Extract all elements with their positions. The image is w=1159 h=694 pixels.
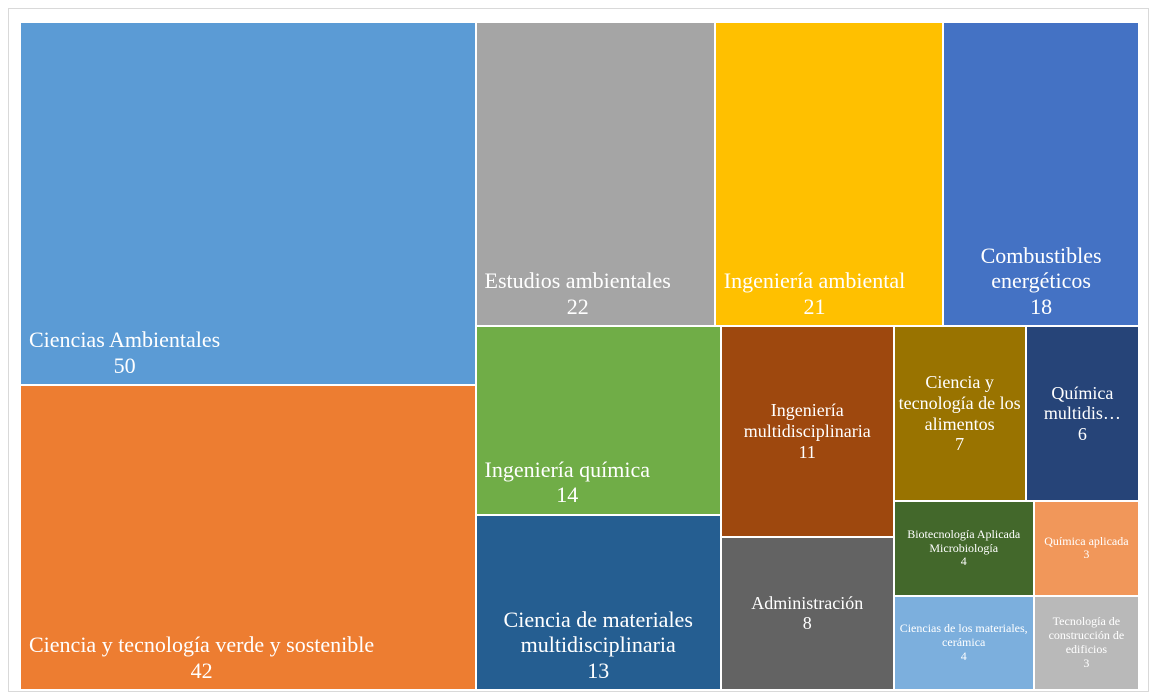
cell-label: Ciencias Ambientales 50 xyxy=(29,327,220,378)
cell-label: Biotecnología Aplicada Microbiología 4 xyxy=(897,526,1031,569)
value-label: 21 xyxy=(803,293,826,319)
cell-label: Ciencias de los materiales, cerámica 4 xyxy=(897,621,1031,663)
category-label: Ciencia de materiales multidisciplinaria xyxy=(503,607,693,658)
treemap-cell: Química aplicada 3 xyxy=(1033,501,1139,596)
value-label: 11 xyxy=(798,441,816,462)
cell-label: Tecnología de construcción de edificios 3 xyxy=(1037,614,1136,670)
treemap-cell: Estudios ambientales 22 xyxy=(475,22,715,327)
treemap-cell: Tecnología de construcción de edificios 3 xyxy=(1033,595,1139,690)
category-label: Combustibles energéticos xyxy=(980,243,1102,294)
treemap-cell: Ciencias de los materiales, cerámica 4 xyxy=(893,595,1034,690)
value-label: 6 xyxy=(1077,424,1087,445)
treemap-cell: Administración 8 xyxy=(720,536,894,690)
treemap-cell: Combustibles energéticos 18 xyxy=(943,22,1139,327)
cell-label: Ingeniería química 14 xyxy=(485,457,651,508)
category-label: Administración xyxy=(751,592,864,613)
treemap-cell: Química multidis… 6 xyxy=(1025,326,1139,502)
category-label: Estudios ambientales xyxy=(484,268,671,294)
value-label: 3 xyxy=(1083,655,1090,670)
treemap-cell: Ingeniería ambiental 21 xyxy=(714,22,944,327)
value-label: 42 xyxy=(190,657,213,683)
treemap-cell: Ciencia de materiales multidisciplinaria… xyxy=(475,514,721,690)
cell-label: Ciencia y tecnología de los alimentos 7 xyxy=(897,372,1023,455)
cell-label: Estudios ambientales 22 xyxy=(485,268,671,319)
value-label: 14 xyxy=(556,482,579,508)
cell-label: Química aplicada 3 xyxy=(1044,533,1129,563)
cell-label: Ciencia de materiales multidisciplinaria… xyxy=(485,607,712,683)
value-label: 3 xyxy=(1083,547,1090,562)
cell-label: Química multidis… 6 xyxy=(1029,383,1136,445)
cell-label: Administración 8 xyxy=(751,593,863,634)
treemap-cell: Ciencia y tecnología verde y sostenible 4… xyxy=(20,385,476,690)
value-label: 22 xyxy=(566,293,589,319)
category-label: Ingeniería química xyxy=(484,457,651,483)
treemap-cell: Ciencia y tecnología de los alimentos 7 xyxy=(893,326,1026,502)
cell-label: Ingeniería multidisciplinaria 11 xyxy=(724,400,891,462)
value-label: 13 xyxy=(587,657,610,683)
value-label: 18 xyxy=(1030,293,1053,319)
category-label: Tecnología de construcción de edificios xyxy=(1048,614,1125,656)
category-label: Ciencia y tecnología de los alimentos xyxy=(898,372,1021,434)
value-label: 50 xyxy=(113,352,136,378)
treemap-cell: Biotecnología Aplicada Microbiología 4 xyxy=(893,501,1034,596)
treemap-cell: Ingeniería química 14 xyxy=(475,326,721,515)
chart-frame xyxy=(8,8,1149,692)
category-label: Ingeniería multidisciplinaria xyxy=(743,400,871,442)
category-label: Ciencias Ambientales xyxy=(29,327,221,353)
cell-label: Ciencia y tecnología verde y sostenible 4… xyxy=(29,632,374,683)
category-label: Ciencia y tecnología verde y sostenible xyxy=(29,632,375,658)
category-label: Ingeniería ambiental xyxy=(723,268,906,294)
cell-label: Combustibles energéticos 18 xyxy=(952,243,1130,319)
category-label: Ciencias de los materiales, cerámica xyxy=(899,621,1028,649)
value-label: 8 xyxy=(802,613,812,634)
category-label: Química aplicada xyxy=(1044,533,1129,548)
category-label: Biotecnología Aplicada Microbiología xyxy=(907,526,1021,555)
value-label: 7 xyxy=(955,434,965,455)
value-label: 4 xyxy=(960,648,967,663)
treemap-cell: Ciencias Ambientales 50 xyxy=(20,22,476,386)
cell-label: Ingeniería ambiental 21 xyxy=(724,268,905,319)
value-label: 4 xyxy=(960,554,967,569)
treemap-cell: Ingeniería multidisciplinaria 11 xyxy=(720,326,894,537)
category-label: Química multidis… xyxy=(1043,382,1121,424)
